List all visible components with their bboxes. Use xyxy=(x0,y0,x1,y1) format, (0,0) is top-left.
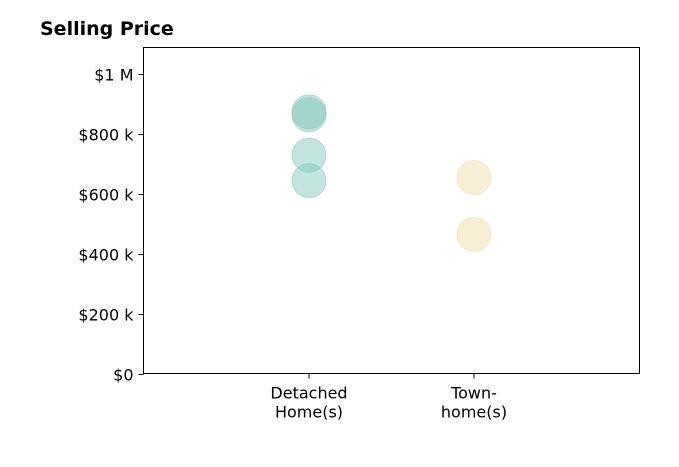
y-tick-label: $0 xyxy=(113,366,133,385)
y-tick-label: $800 k xyxy=(78,126,134,145)
data-point xyxy=(456,160,492,196)
chart-title: Selling Price xyxy=(40,18,174,40)
plot-frame xyxy=(143,47,640,374)
y-tick-label: $1 M xyxy=(94,66,133,85)
x-tick-label: Detached Home(s) xyxy=(270,384,347,422)
data-point xyxy=(291,163,327,199)
y-tick-label: $200 k xyxy=(78,306,134,325)
x-tick-label: Town-home(s) xyxy=(441,384,507,422)
x-axis: Detached Home(s) Town-home(s) xyxy=(270,373,507,422)
data-points xyxy=(291,94,492,252)
y-tick-label: $400 k xyxy=(78,246,134,265)
y-tick-label: $600 k xyxy=(78,186,134,205)
data-point xyxy=(456,216,492,252)
data-point xyxy=(291,137,327,173)
y-axis: $0 $200 k $400 k $600 k $800 k $1 M xyxy=(78,66,144,385)
data-point xyxy=(291,97,327,133)
